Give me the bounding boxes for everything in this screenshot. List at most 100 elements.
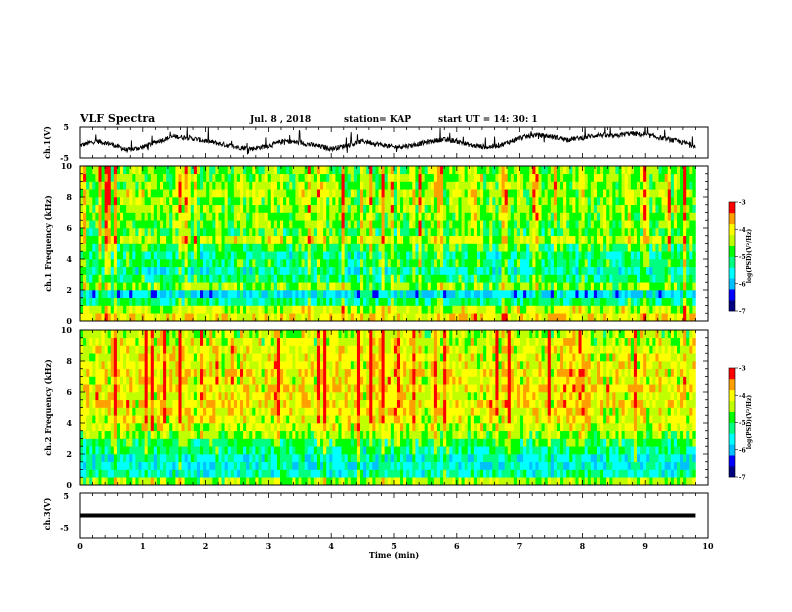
spectrogram-cell (498, 204, 502, 213)
spectrogram-cell (667, 266, 672, 275)
spectrogram-cell (498, 235, 502, 244)
spectrogram-cell (316, 204, 321, 213)
spectrogram-cell (643, 274, 647, 283)
spectrogram-cell (575, 251, 579, 260)
spectrogram-cell (190, 438, 195, 447)
spectrogram-cell (350, 212, 355, 221)
spectrogram-cell (178, 399, 182, 408)
spectrogram-cell (313, 212, 318, 221)
spectrogram-cell (141, 337, 145, 346)
spectrogram-cell (243, 181, 247, 190)
spectrogram-cell (612, 251, 616, 260)
spectrogram-cell (261, 189, 265, 198)
spectrogram-cell (120, 274, 124, 283)
spectrogram-cell (80, 407, 84, 416)
spectrogram-cell (341, 197, 345, 206)
spectrogram-cell (138, 345, 142, 354)
spectrogram-cell (150, 290, 155, 299)
spectrogram-cell (566, 189, 570, 198)
spectrogram-cell (649, 166, 653, 175)
spectrogram-cell (630, 313, 635, 322)
spectrogram-cell (153, 166, 158, 175)
spectrogram-cell (292, 297, 296, 306)
spectrogram-cell (126, 438, 130, 447)
spectrogram-cell (504, 220, 509, 229)
spectrogram-cell (692, 204, 696, 213)
spectrogram-cell (360, 290, 364, 299)
spectrogram-cell (169, 368, 173, 377)
spectrogram-cell (230, 290, 235, 299)
spectrogram-cell (212, 212, 216, 221)
spectrogram-cell (680, 251, 684, 260)
spectrogram-cell (526, 313, 530, 322)
spectrogram-cell (655, 297, 659, 306)
spectrogram-cell (150, 376, 155, 385)
spectrogram-cell (246, 266, 250, 275)
spectrogram-cell (307, 274, 312, 283)
spectrogram-cell (187, 392, 192, 401)
spectrogram-cell (147, 313, 152, 322)
spectrogram-cell (350, 266, 355, 275)
spectrogram-cell (335, 197, 339, 206)
spectrogram-cell (467, 313, 472, 322)
spectrogram-cell (107, 235, 112, 244)
spectrogram-cell (138, 415, 142, 424)
spectrogram-cell (476, 274, 481, 283)
spectrogram-cell (643, 297, 647, 306)
spectrogram-cell (249, 212, 253, 221)
spectrogram-cell (495, 181, 499, 190)
spectrogram-cell (612, 189, 616, 198)
spectrogram-cell (206, 313, 210, 322)
spectrogram-cell (138, 228, 142, 237)
spectrogram-cell (147, 305, 152, 314)
spectrogram-cell (160, 204, 164, 213)
spectrogram-cell (332, 228, 336, 237)
spectrogram-cell (160, 384, 164, 393)
spectrogram-cell (575, 212, 579, 221)
spectrogram-cell (92, 430, 96, 439)
spectrogram-cell (212, 259, 216, 268)
spectrogram-cell (510, 197, 515, 206)
spectrogram-cell (110, 197, 115, 206)
spectrogram-cell (415, 166, 419, 175)
spectrogram-cell (409, 181, 413, 190)
spectrogram-cell (489, 228, 493, 237)
spectrogram-cell (218, 189, 222, 198)
spectrogram-cell (649, 189, 653, 198)
spectrogram-cell (593, 197, 598, 206)
spectrogram-cell (206, 251, 210, 260)
spectrogram-cell (406, 228, 410, 237)
spectrogram-cell (144, 235, 148, 244)
spectrogram-cell (224, 220, 229, 229)
spectrogram-cell (366, 297, 370, 306)
spectrogram-cell (556, 235, 561, 244)
spectrogram-cell (464, 166, 469, 175)
spectrogram-cell (630, 290, 635, 299)
spectrogram-cell (643, 197, 647, 206)
spectrogram-cell (224, 173, 229, 182)
spectrogram-cell (107, 166, 112, 175)
spectrogram-cell (280, 274, 284, 283)
spectrogram-cell (178, 361, 182, 370)
spectrogram-cell (320, 189, 324, 198)
spectrogram-cell (86, 477, 90, 486)
spectrogram-cell (535, 204, 539, 213)
spectrogram-cell (86, 392, 90, 401)
spectrogram-cell (455, 173, 459, 182)
spectrogram-cell (489, 274, 493, 283)
spectrogram-cell (129, 353, 133, 362)
spectrogram-cell (193, 243, 198, 252)
spectrogram-cell (476, 282, 481, 291)
spectrogram-cell (98, 345, 102, 354)
spectrogram-cell (181, 438, 185, 447)
spectrogram-cell (473, 282, 478, 291)
spectrogram-cell (523, 305, 527, 314)
spectrogram-cell (240, 173, 244, 182)
spectrogram-cell (658, 297, 662, 306)
spectrogram-cell (541, 251, 545, 260)
spectrogram-cell (581, 212, 585, 221)
spectrogram-cell (584, 181, 589, 190)
spectrogram-cell (458, 297, 462, 306)
spectrogram-cell (507, 282, 512, 291)
spectrogram-cell (526, 251, 530, 260)
